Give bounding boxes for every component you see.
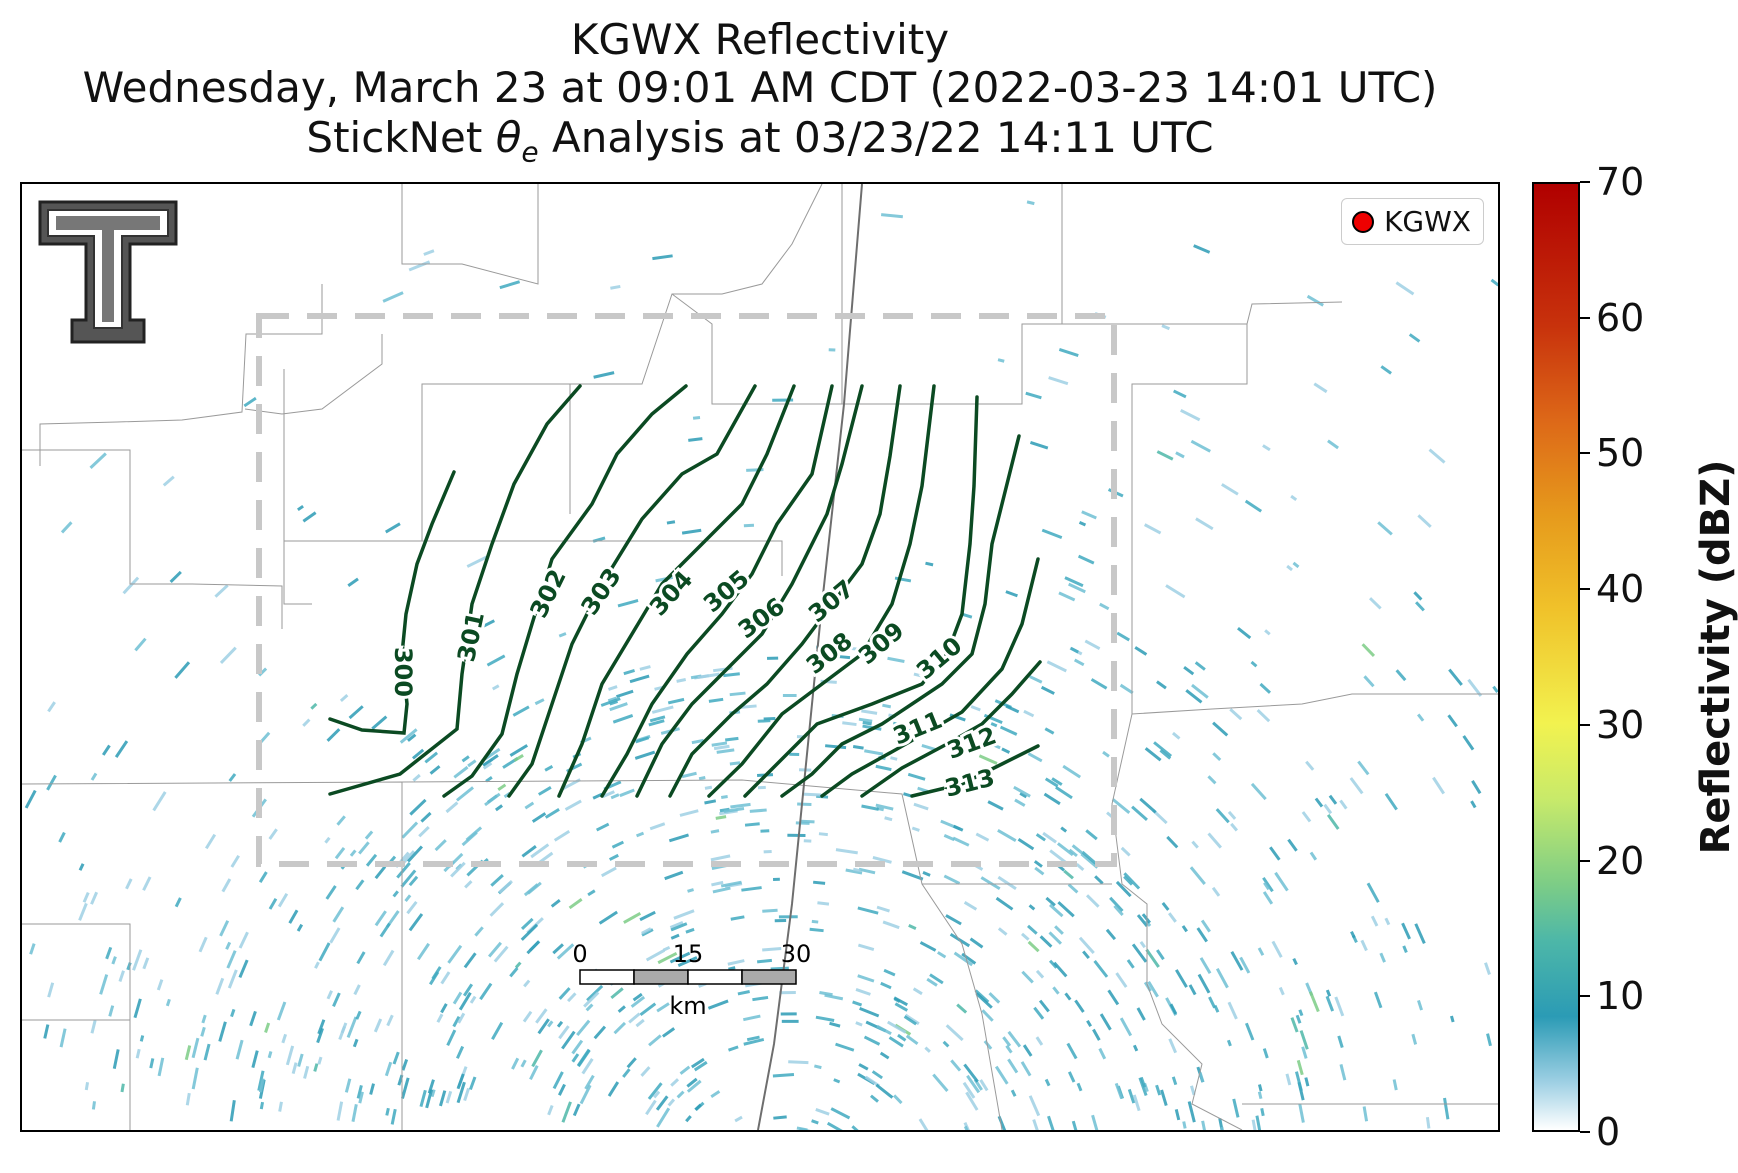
contour-line-308 xyxy=(707,384,936,798)
scale-bar-tick-0: 0 xyxy=(572,940,587,968)
contour-label-312: 312 xyxy=(943,721,1000,764)
contour-label-307: 307 xyxy=(803,574,859,628)
contour-line-305 xyxy=(600,384,834,798)
colorbar-tick-50 xyxy=(1580,452,1590,455)
contour-line-304 xyxy=(557,384,796,798)
scale-bar-tick-30: 30 xyxy=(781,940,812,968)
title-line-1: KGWX Reflectivity xyxy=(570,15,950,64)
contour-line-301 xyxy=(328,384,582,796)
contour-label-304: 304 xyxy=(644,565,698,621)
colorbar-tick-0 xyxy=(1580,1131,1590,1133)
contour-label-302: 302 xyxy=(525,565,572,622)
legend-label: KGWX xyxy=(1384,205,1471,238)
colorbar-label: Reflectivity (dBZ) xyxy=(1693,459,1738,855)
colorbar-tick-60 xyxy=(1580,316,1590,319)
colorbar-tick-40 xyxy=(1580,588,1590,591)
contour-line-313 xyxy=(910,744,1040,798)
contour-line-310 xyxy=(780,434,1021,798)
scale-bar-tick-15: 15 xyxy=(673,940,704,968)
contour-line-309 xyxy=(743,395,979,798)
colorbar-tick-label-60: 60 xyxy=(1596,295,1645,340)
reflectivity-echoes xyxy=(24,200,1498,1130)
contour-line-311 xyxy=(820,557,1040,798)
reflectivity-colorbar xyxy=(1532,182,1580,1132)
contour-line-302 xyxy=(442,384,688,798)
map-legend: KGWX xyxy=(1341,198,1484,245)
scale-bar: 0 15 30 km xyxy=(572,940,811,1020)
contour-label-303: 303 xyxy=(576,563,627,620)
state-line xyxy=(757,184,863,1130)
contour-line-300 xyxy=(328,470,456,735)
contour-label-300: 300 xyxy=(389,647,417,697)
colorbar-tick-label-20: 20 xyxy=(1596,838,1645,883)
title-line-3-suffix: Analysis at 03/23/22 14:11 UTC xyxy=(538,113,1214,162)
colorbar-tick-label-10: 10 xyxy=(1596,974,1645,1019)
analysis-domain-box xyxy=(256,313,1117,867)
contour-line-307 xyxy=(668,384,902,798)
theta-e-contours xyxy=(328,384,1042,798)
county-boundaries xyxy=(22,184,1498,1130)
theta-subscript: e xyxy=(521,135,539,169)
contour-label-313: 313 xyxy=(942,763,997,802)
colorbar-tick-label-70: 70 xyxy=(1596,160,1645,204)
title-line-3-prefix: StickNet xyxy=(306,113,496,162)
colorbar-tick-label-30: 30 xyxy=(1596,702,1645,747)
contour-line-312 xyxy=(860,660,1042,798)
contour-line-303 xyxy=(507,384,757,798)
colorbar-tick-10 xyxy=(1580,995,1590,998)
colorbar-tick-20 xyxy=(1580,859,1590,862)
contour-line-306 xyxy=(635,384,864,798)
scale-bar-segment-2 xyxy=(633,969,689,985)
colorbar-tick-70 xyxy=(1580,181,1590,183)
theta-symbol: θ xyxy=(495,113,522,162)
colorbar-tick-30 xyxy=(1580,723,1590,726)
scale-bar-segment-1 xyxy=(579,969,635,985)
scale-bar-unit: km xyxy=(669,992,706,1020)
scale-bar-segment-3 xyxy=(687,969,743,985)
kgwx-radar-marker-icon xyxy=(1352,210,1375,233)
title-line-2: Wednesday, March 23 at 09:01 AM CDT (202… xyxy=(82,63,1438,112)
title-line-3: StickNet θe Analysis at 03/23/22 14:11 U… xyxy=(20,114,1500,176)
scale-bar-segment-4 xyxy=(741,969,797,985)
contour-label-301: 301 xyxy=(452,609,490,664)
colorbar-tick-label-0: 0 xyxy=(1596,1110,1621,1154)
colorbar-tick-label-50: 50 xyxy=(1596,431,1645,476)
texas-tech-double-t-logo xyxy=(38,200,178,344)
radar-map[interactable]: 300 301 302 303 304 305 306 307 308 309 310 311 312 3… xyxy=(20,182,1500,1132)
colorbar-tick-label-40: 40 xyxy=(1596,567,1645,612)
